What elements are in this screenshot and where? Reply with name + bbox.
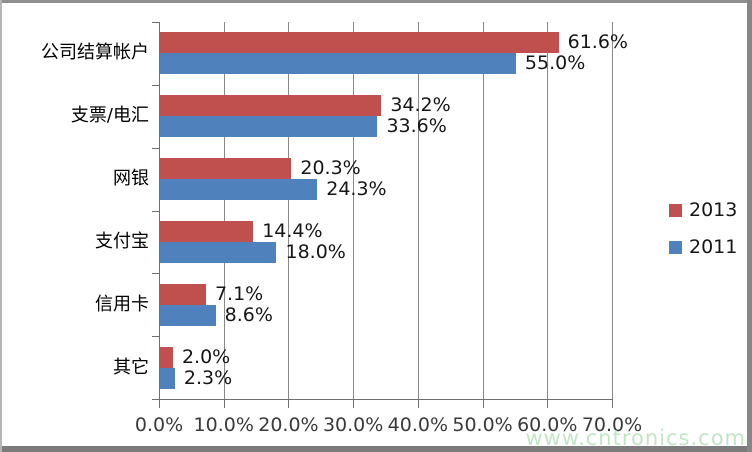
data-label-2011: 8.6% <box>224 303 273 326</box>
data-label-2013: 34.2% <box>390 94 451 117</box>
data-label-2013: 20.3% <box>300 157 361 180</box>
x-axis-tick-label: 0.0% <box>134 414 184 436</box>
data-label-2011: 24.3% <box>326 178 387 201</box>
x-axis-line <box>152 399 613 400</box>
category-label: 公司结算帐户 <box>41 42 149 64</box>
data-label-2011: 2.3% <box>183 366 233 389</box>
bar-2011 <box>160 53 516 75</box>
legend-swatch-2013-icon <box>669 203 682 217</box>
y-axis-tick <box>152 336 159 338</box>
x-axis-tick-label: 60.0% <box>517 414 578 436</box>
x-axis-tick-label: 10.0% <box>193 414 254 436</box>
gridline <box>223 22 225 399</box>
bar-2011 <box>160 304 216 326</box>
y-axis-tick <box>152 22 159 23</box>
bar-2013 <box>160 158 292 180</box>
bar-2013 <box>160 95 382 117</box>
bar-2013 <box>160 32 559 54</box>
bar-2011 <box>160 116 378 138</box>
bar-2013 <box>160 346 173 368</box>
legend-label-2013: 2013 <box>689 199 738 221</box>
x-axis-tick-label: 40.0% <box>387 414 449 436</box>
x-axis-tick <box>417 399 419 408</box>
data-label-2013: 2.0% <box>181 345 231 368</box>
legend-entry-2013: 2013 <box>669 200 737 220</box>
legend: 2013 2011 <box>669 200 737 274</box>
bar-2011 <box>160 241 277 263</box>
y-axis-tick <box>152 210 159 212</box>
gridline <box>547 22 549 399</box>
category-label: 信用卡 <box>95 293 149 315</box>
x-axis-tick <box>159 399 160 408</box>
x-axis-tick <box>612 399 613 408</box>
category-label: 其它 <box>113 356 149 378</box>
bar-2013 <box>160 220 254 242</box>
y-axis-tick <box>152 273 159 275</box>
x-axis-tick <box>223 399 225 408</box>
gridline <box>288 22 290 399</box>
y-axis-tick <box>152 84 159 86</box>
gridline <box>482 22 484 399</box>
frame-border-left <box>0 0 2 452</box>
bar-2011 <box>160 179 318 201</box>
gridline <box>417 22 419 399</box>
x-axis-tick <box>353 399 355 408</box>
legend-label-2011: 2011 <box>689 236 738 258</box>
y-axis-tick <box>152 147 159 149</box>
frame-border-top <box>0 0 752 3</box>
x-axis-tick <box>288 399 290 408</box>
data-label-2011: 55.0% <box>524 52 586 75</box>
data-label-2013: 61.6% <box>567 31 628 54</box>
x-axis-tick <box>482 399 484 408</box>
gridline <box>353 22 355 399</box>
category-label: 支付宝 <box>95 230 149 252</box>
category-label: 支票/电汇 <box>70 105 149 127</box>
x-axis-tick-label: 30.0% <box>322 414 384 436</box>
x-axis-tick-label: 20.0% <box>258 414 319 436</box>
bar-2011 <box>160 367 175 389</box>
x-axis-tick <box>547 399 549 408</box>
data-label-2013: 7.1% <box>214 282 264 305</box>
data-label-2011: 18.0% <box>285 240 346 263</box>
data-label-2011: 33.6% <box>386 115 447 138</box>
legend-swatch-2011-icon <box>669 240 682 254</box>
data-label-2013: 14.4% <box>262 219 323 242</box>
frame-border-right <box>747 0 752 452</box>
x-axis-tick-label: 70.0% <box>581 414 643 436</box>
y-axis-line <box>159 22 160 399</box>
frame-border-bottom <box>0 446 752 452</box>
category-label: 网银 <box>113 168 149 190</box>
gridline <box>612 22 613 399</box>
x-axis-tick-label: 50.0% <box>452 414 513 436</box>
bar-2013 <box>160 283 206 305</box>
legend-entry-2011: 2011 <box>669 237 737 257</box>
